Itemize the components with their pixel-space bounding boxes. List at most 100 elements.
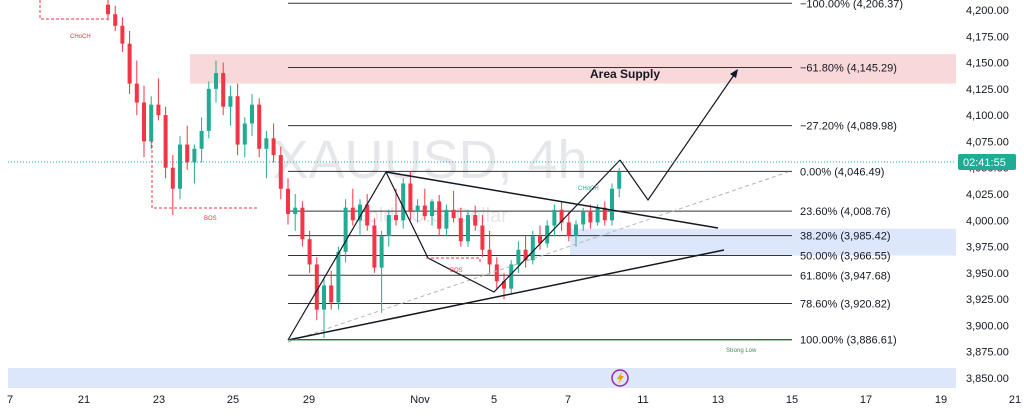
pattern-drawings[interactable] <box>287 69 792 343</box>
candle-body <box>214 73 218 89</box>
projection-arrow-path[interactable] <box>619 71 737 202</box>
candle-body <box>437 201 442 229</box>
candle-body <box>401 183 406 221</box>
strong-low-label: Strong Low <box>726 348 757 354</box>
x-tick-label: Nov <box>410 394 430 406</box>
candle-body <box>494 264 499 282</box>
candle-body <box>386 215 391 237</box>
choch-top-label: CHoCH <box>70 34 91 40</box>
y-tick-label: 4,125.00 <box>966 84 1009 96</box>
fib-level-label: 23.60% (4,008.76) <box>800 206 891 218</box>
candle-body <box>617 171 622 189</box>
candle-body <box>142 102 146 142</box>
candle-body <box>552 209 557 226</box>
candle-body <box>185 144 190 163</box>
candle-body <box>300 207 305 240</box>
candle-body <box>286 188 290 214</box>
candle-body <box>206 88 211 131</box>
fib-level-label: −100.00% (4,206.37) <box>800 0 903 10</box>
candle-body <box>602 207 607 221</box>
y-tick-label: 4,150.00 <box>966 58 1009 70</box>
x-tick-label: 21 <box>78 394 90 406</box>
candle-body <box>502 281 506 289</box>
y-tick-label: 4,200.00 <box>966 5 1009 17</box>
candle-body <box>509 264 514 289</box>
y-tick-label: 3,850.00 <box>966 373 1009 385</box>
candle-body <box>199 130 204 149</box>
candle-body <box>379 236 384 268</box>
price-axis[interactable]: 3,850.00 3,875.00 3,900.00 3,925.00 3,950.00… <box>966 5 1009 385</box>
lightning-event-icon[interactable] <box>611 369 629 387</box>
demand-zone[interactable] <box>570 228 956 256</box>
x-tick-label: 7 <box>7 394 13 406</box>
y-tick-label: 4,075.00 <box>966 136 1009 148</box>
fib-level-label: 78.60% (3,920.82) <box>800 299 891 311</box>
x-tick-label: 17 <box>860 394 872 406</box>
x-tick-label: 7 <box>565 394 571 406</box>
candle-body <box>394 215 398 221</box>
triangle-lower-line[interactable] <box>287 249 725 341</box>
candle-body <box>271 138 276 156</box>
price-tag <box>958 154 1016 170</box>
x-tick-label: 21 <box>1009 394 1021 406</box>
structure-markers: CHoCH BOS BOS CHoCH Strong Low Area Supp… <box>39 0 757 354</box>
candle-body <box>250 104 254 124</box>
candle-body <box>120 25 125 44</box>
candle-body <box>149 104 154 142</box>
fib-level-label: 61.80% (3,947.68) <box>800 270 891 282</box>
y-tick-label: 4,025.00 <box>966 189 1009 201</box>
fib-level-label: 100.00% (3,886.61) <box>800 335 897 347</box>
candle-body <box>487 249 492 265</box>
candle-body <box>322 285 326 310</box>
candle-body <box>451 209 456 219</box>
area-supply-zone[interactable] <box>190 54 956 84</box>
candle-body <box>343 207 348 252</box>
candle-body <box>314 264 319 310</box>
bos-left-line <box>151 140 258 209</box>
candle-body <box>336 251 341 303</box>
candle-body <box>163 115 168 168</box>
triangle-upper-line[interactable] <box>385 171 719 229</box>
candle-body <box>372 225 377 268</box>
zone-layer <box>8 54 956 388</box>
y-tick-label: 3,875.00 <box>966 347 1009 359</box>
candle-body <box>610 188 614 221</box>
candle-body <box>365 204 370 226</box>
candle-body <box>192 148 197 163</box>
candle-body <box>523 249 528 261</box>
y-tick-label: 4,175.00 <box>966 31 1009 43</box>
bos-left-label: BOS <box>204 216 217 222</box>
x-tick-label: 13 <box>712 394 724 406</box>
choch-right-label: CHoCH <box>578 186 599 192</box>
lightning-icon <box>617 372 624 384</box>
candle-body <box>430 201 434 217</box>
x-tick-label: 5 <box>491 394 497 406</box>
candle-body <box>170 167 175 189</box>
y-tick-label: 4,000.00 <box>966 215 1009 227</box>
y-tick-label: 3,975.00 <box>966 242 1009 254</box>
candle-body <box>473 215 478 226</box>
candle-body <box>538 236 542 244</box>
event-circle[interactable] <box>611 369 629 387</box>
candle-body <box>113 14 118 26</box>
choch-top-line <box>39 0 108 20</box>
candle-body <box>574 224 578 237</box>
candle-body <box>559 209 564 223</box>
candle-body <box>444 209 449 229</box>
candle-body <box>156 104 161 116</box>
x-tick-label: 15 <box>786 394 798 406</box>
candle-body <box>235 96 240 145</box>
candle-body <box>257 104 262 149</box>
candle-body <box>530 236 535 261</box>
x-tick-label: 23 <box>153 394 165 406</box>
candle-body <box>264 138 269 149</box>
bottom-highlight-band <box>8 368 956 388</box>
x-tick-label: 19 <box>935 394 947 406</box>
time-axis[interactable]: 7 21 23 25 29 Nov 5 7 11 13 15 17 19 21 <box>7 394 1021 406</box>
candle-body <box>415 205 420 212</box>
candle-body <box>516 249 521 265</box>
candle-body <box>480 225 485 250</box>
candle-body <box>422 205 427 217</box>
